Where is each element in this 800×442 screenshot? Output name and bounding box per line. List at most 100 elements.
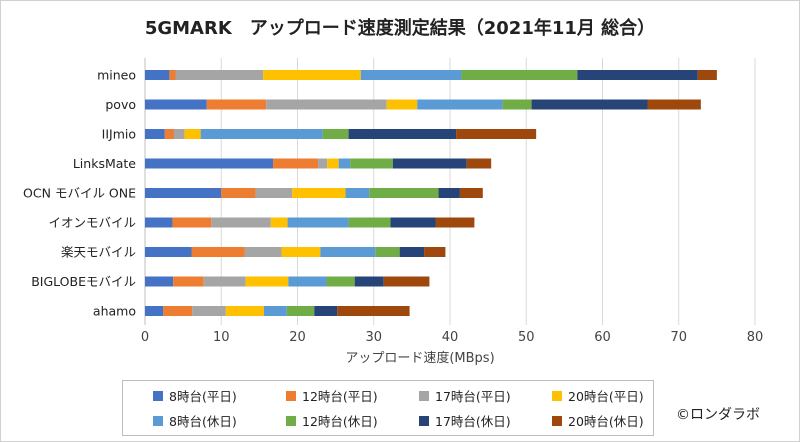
bar-segment [288, 276, 327, 287]
bars [145, 70, 717, 316]
legend-swatch [153, 415, 163, 426]
bar-segment [435, 217, 475, 228]
bar-segment [287, 217, 349, 228]
bar-segment [172, 217, 212, 228]
x-tick-label: 40 [442, 330, 459, 345]
bar-segment [270, 217, 288, 228]
legend-swatch [419, 390, 429, 401]
x-tick-label: 80 [747, 330, 764, 345]
legend-item: 20時台(休日) [552, 411, 644, 430]
bar-segment [263, 70, 361, 80]
x-axis-label: アップロード速度(MBps) [345, 350, 494, 366]
legend-label: 12時台(休日) [302, 414, 378, 429]
bar-segment [173, 276, 204, 287]
bar-segment [326, 276, 355, 287]
chart-title: 5GMARK アップロード速度測定結果（2021年11月 総合） [144, 18, 656, 39]
bar-segment [245, 276, 289, 287]
legend-label: 17時台(平日) [435, 389, 511, 404]
legend-item: 8時台(平日) [153, 386, 237, 405]
bar-segment [211, 217, 271, 228]
bar-segment [502, 99, 532, 110]
legend-label: 17時台(休日) [435, 414, 511, 429]
bar-segment [399, 247, 425, 257]
bar-segment [417, 99, 503, 110]
bar-segment [203, 276, 246, 287]
bar-segment [273, 158, 319, 169]
category-label: IIJmio [102, 127, 136, 142]
legend-swatch [286, 415, 296, 426]
category-label: OCN モバイル ONE [23, 186, 136, 201]
legend-label: 20時台(休日) [568, 414, 644, 429]
bar-segment [461, 70, 578, 80]
legend-swatch [286, 390, 296, 401]
bar-segment [145, 70, 170, 80]
bar-segment [392, 158, 467, 169]
legend-item: 20時台(平日) [552, 386, 644, 405]
x-tick-label: 10 [213, 330, 230, 345]
bar-segment [577, 70, 698, 80]
legend-item: 12時台(平日) [286, 386, 378, 405]
bar-segment [169, 70, 176, 80]
bar-segment [145, 158, 274, 169]
bar-segment [466, 158, 492, 169]
category-label: ahamo [93, 304, 136, 319]
bar-segment [292, 188, 346, 198]
bar-segment [338, 158, 351, 169]
bar-segment [163, 306, 193, 316]
bar-segment [266, 99, 387, 110]
x-tick-label: 30 [365, 330, 382, 345]
legend-swatch [552, 415, 562, 426]
bar-segment [173, 129, 185, 139]
bar-segment [175, 70, 264, 80]
bar-segment [145, 99, 207, 110]
bar-segment [354, 276, 384, 287]
bar-segment [345, 188, 370, 198]
bar-segment [337, 306, 410, 316]
bar-segment [145, 129, 165, 139]
category-label: イオンモバイル [48, 215, 136, 230]
legend-swatch [419, 415, 429, 426]
x-tick-label: 50 [518, 330, 535, 345]
x-tick-label: 60 [594, 330, 611, 345]
category-label: mineo [97, 68, 136, 83]
bar-segment [164, 129, 174, 139]
bar-segment [145, 188, 222, 198]
bar-segment [318, 158, 328, 169]
category-label: BIGLOBEモバイル [31, 274, 136, 289]
legend-swatch [552, 390, 562, 401]
bar-segment [221, 188, 256, 198]
x-tick-label: 20 [289, 330, 306, 345]
bar-segment [350, 158, 393, 169]
bar-segment [459, 188, 483, 198]
bar-segment [145, 247, 192, 257]
bar-segment [348, 217, 391, 228]
bar-segment [206, 99, 267, 110]
legend-label: 8時台(平日) [169, 389, 237, 404]
bar-segment [369, 188, 439, 198]
legend-item: 8時台(休日) [153, 411, 237, 430]
x-tick-label: 0 [141, 330, 149, 345]
bar-segment [360, 70, 462, 80]
legend-label: 12時台(平日) [302, 389, 378, 404]
bar-segment [192, 306, 226, 316]
category-label: 楽天モバイル [61, 245, 136, 260]
bar-segment [375, 247, 400, 257]
bar-segment [424, 247, 446, 257]
bar-segment [145, 217, 173, 228]
legend-label: 20時台(平日) [568, 389, 644, 404]
bar-segment [263, 306, 287, 316]
bar-segment [320, 247, 376, 257]
bar-segment [697, 70, 717, 80]
legend-item: 17時台(平日) [419, 386, 511, 405]
bar-segment [255, 188, 293, 198]
axis-labels: 0 10 20 30 40 50 60 70 80 アップロード速度(MBps) mineo povo… [23, 68, 763, 367]
bar-segment [386, 99, 418, 110]
bar-segment [281, 247, 321, 257]
bar-segment [184, 129, 201, 139]
bar-segment [145, 306, 164, 316]
bar-segment [286, 306, 315, 316]
bar-segment [390, 217, 436, 228]
bar-segment [200, 129, 323, 139]
bar-segment [456, 129, 537, 139]
bar-segment [383, 276, 430, 287]
